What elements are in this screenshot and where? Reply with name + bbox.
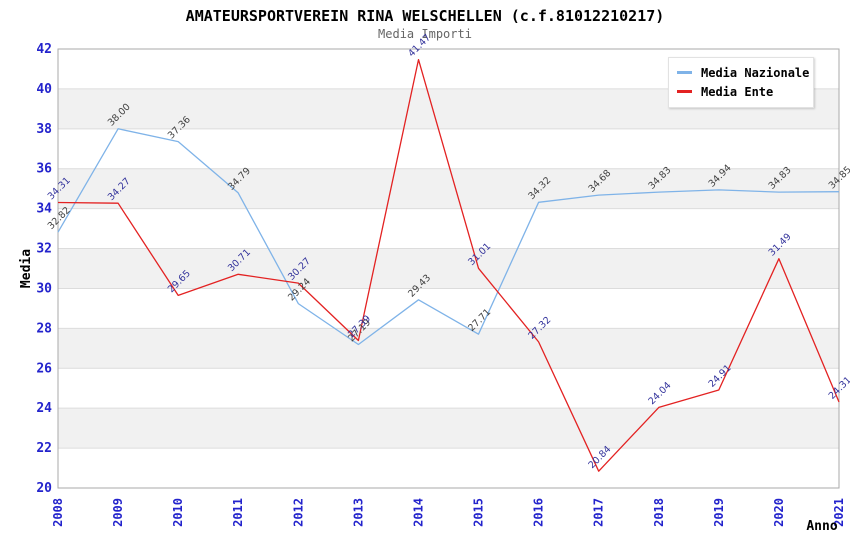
y-tick-label: 40 bbox=[36, 82, 52, 97]
plot-band bbox=[58, 328, 839, 369]
x-tick-label: 2018 bbox=[652, 498, 666, 527]
y-tick-label: 22 bbox=[36, 441, 52, 456]
x-tick-label: 2021 bbox=[832, 498, 846, 527]
chart-subtitle: Media Importi bbox=[378, 27, 472, 41]
legend-swatch-media-ente bbox=[677, 90, 692, 93]
y-tick-label: 34 bbox=[36, 202, 52, 217]
x-tick-label: 2016 bbox=[532, 498, 546, 527]
legend-swatch-media-nazionale bbox=[677, 71, 692, 74]
plot-band bbox=[58, 248, 839, 289]
x-tick-label: 2015 bbox=[472, 498, 486, 527]
plot-band bbox=[58, 408, 839, 449]
x-tick-label: 2008 bbox=[51, 498, 65, 527]
series-line-1 bbox=[57, 58, 840, 472]
y-tick-label: 24 bbox=[36, 401, 52, 416]
y-tick-label: 26 bbox=[36, 361, 52, 376]
legend-label-media-ente: Media Ente bbox=[701, 84, 774, 99]
legend: Media Nazionale Media Ente bbox=[668, 57, 814, 108]
x-tick-label: 2010 bbox=[171, 498, 185, 527]
series-line-0 bbox=[57, 128, 840, 346]
chart-title: AMATEURSPORTVEREIN RINA WELSCHELLEN (c.f… bbox=[185, 7, 665, 25]
y-tick-label: 38 bbox=[36, 122, 52, 137]
plot-border bbox=[57, 48, 840, 489]
y-axis-title: Media bbox=[19, 249, 34, 288]
y-tick-label: 28 bbox=[36, 321, 52, 336]
data-label-1: 41.47 bbox=[406, 32, 433, 59]
x-tick-label: 2019 bbox=[712, 498, 726, 527]
x-tick-label: 2020 bbox=[772, 498, 786, 527]
legend-item-media-ente: Media Ente bbox=[677, 82, 805, 101]
x-axis-title: Anno bbox=[806, 519, 837, 534]
y-tick-label: 30 bbox=[36, 281, 52, 296]
x-tick-label: 2012 bbox=[291, 498, 305, 527]
y-tick-label: 42 bbox=[36, 42, 52, 57]
x-tick-label: 2011 bbox=[231, 498, 245, 527]
x-tick-label: 2017 bbox=[592, 498, 606, 527]
y-tick-label: 32 bbox=[36, 242, 52, 257]
x-tick-label: 2009 bbox=[111, 498, 125, 527]
x-tick-label: 2013 bbox=[351, 498, 365, 527]
y-tick-label: 20 bbox=[36, 481, 52, 496]
legend-item-media-nazionale: Media Nazionale bbox=[677, 63, 809, 82]
data-label-1: 24.04 bbox=[646, 380, 673, 407]
x-tick-label: 2014 bbox=[411, 498, 425, 527]
data-label-1: 24.31 bbox=[827, 375, 850, 402]
y-tick-label: 36 bbox=[36, 162, 52, 177]
legend-label-media-nazionale: Media Nazionale bbox=[701, 65, 810, 80]
plot-band bbox=[58, 168, 839, 209]
